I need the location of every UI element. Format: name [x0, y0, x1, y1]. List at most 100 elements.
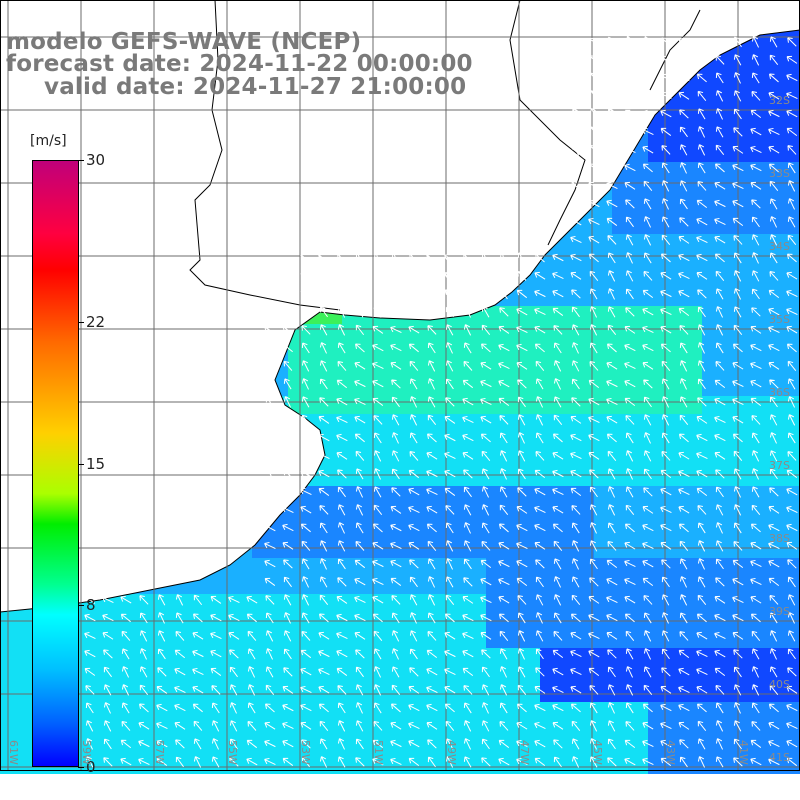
- wind-arrow: [661, 667, 671, 677]
- wind-arrow: [211, 720, 220, 732]
- wind-arrow: [661, 576, 670, 588]
- wind-arrow: [210, 595, 222, 604]
- speed-cell: [756, 666, 774, 684]
- speed-cell: [468, 756, 486, 774]
- wind-arrow: [516, 307, 528, 316]
- wind-arrow: [715, 469, 725, 479]
- speed-cell: [738, 234, 756, 252]
- speed-cell: [702, 684, 720, 702]
- wind-arrow: [390, 757, 402, 766]
- wind-arrow: [643, 73, 653, 83]
- wind-arrow: [390, 343, 402, 352]
- speed-cell: [450, 522, 468, 540]
- wind-arrow: [625, 666, 634, 678]
- wind-arrow: [498, 523, 509, 533]
- wind-arrow: [606, 343, 617, 353]
- wind-arrow: [553, 342, 562, 354]
- wind-arrow: [444, 271, 456, 280]
- wind-arrow: [444, 613, 455, 623]
- speed-cell: [90, 738, 108, 756]
- wind-arrow: [481, 541, 491, 551]
- wind-arrow: [265, 432, 273, 444]
- speed-cell: [504, 450, 522, 468]
- wind-arrow: [355, 522, 364, 534]
- speed-cell: [702, 540, 720, 558]
- wind-arrow: [337, 685, 347, 695]
- speed-cell: [18, 648, 36, 666]
- wind-arrow: [355, 649, 365, 659]
- wind-arrow: [733, 522, 742, 534]
- wind-arrow: [301, 414, 311, 426]
- wind-arrow: [283, 559, 293, 569]
- speed-cell: [774, 216, 792, 234]
- wind-arrow: [697, 378, 706, 390]
- wind-arrow: [516, 721, 528, 730]
- speed-cell: [792, 180, 800, 198]
- speed-cell: [756, 252, 774, 270]
- wind-arrow: [661, 414, 670, 426]
- speed-cell: [234, 702, 252, 720]
- speed-cell: [576, 756, 594, 774]
- colorbar-tick-mark: [78, 767, 84, 768]
- wind-arrow: [768, 109, 780, 118]
- wind-arrow: [643, 630, 652, 642]
- wind-arrow: [697, 162, 706, 174]
- wind-arrow: [696, 199, 708, 209]
- wind-arrow: [373, 288, 382, 300]
- wind-arrow: [409, 576, 418, 588]
- wind-arrow: [733, 235, 743, 245]
- speed-cell: [792, 558, 800, 576]
- speed-cell: [684, 378, 702, 396]
- wind-arrow: [768, 703, 779, 713]
- wind-arrow: [534, 343, 545, 353]
- wind-arrow: [642, 109, 654, 118]
- wind-arrow: [535, 432, 544, 444]
- longitude-label: 55W: [226, 740, 239, 765]
- wind-arrow: [679, 144, 688, 156]
- wind-arrow: [661, 451, 671, 461]
- speed-cell: [720, 108, 738, 126]
- wind-arrow: [642, 577, 654, 587]
- speed-cell: [576, 486, 594, 504]
- speed-cell: [342, 540, 360, 558]
- speed-cell: [576, 360, 594, 378]
- wind-arrow: [247, 702, 256, 714]
- wind-arrow: [319, 558, 328, 570]
- wind-arrow: [138, 721, 150, 730]
- wind-arrow: [697, 181, 707, 191]
- wind-arrow: [517, 487, 527, 497]
- wind-arrow: [336, 667, 348, 676]
- speed-cell: [108, 702, 126, 720]
- wind-arrow: [462, 379, 474, 389]
- wind-arrow: [589, 126, 598, 138]
- wind-arrow: [354, 577, 366, 586]
- wind-arrow: [714, 181, 726, 190]
- wind-arrow: [714, 163, 725, 173]
- speed-cell: [594, 738, 612, 756]
- wind-arrow: [643, 271, 653, 281]
- speed-cell: [522, 360, 540, 378]
- wind-arrow: [247, 684, 256, 696]
- wind-arrow: [445, 342, 453, 354]
- wind-arrow: [121, 648, 130, 660]
- speed-cell: [144, 648, 162, 666]
- wind-arrow: [678, 721, 690, 730]
- speed-cell: [522, 594, 540, 612]
- wind-arrow: [264, 325, 276, 334]
- speed-cell: [540, 414, 558, 432]
- wind-arrow: [282, 757, 294, 766]
- speed-cell: [738, 54, 756, 72]
- wind-arrow: [498, 577, 510, 586]
- wind-arrow: [535, 414, 544, 426]
- wind-arrow: [642, 739, 654, 748]
- wind-arrows: [84, 36, 798, 768]
- wind-arrow: [498, 361, 510, 369]
- wind-arrow: [427, 756, 436, 768]
- wind-arrow: [499, 648, 508, 660]
- speed-cell: [306, 540, 324, 558]
- wind-arrow: [624, 181, 636, 190]
- wind-arrow: [534, 289, 546, 298]
- speed-cell: [630, 630, 648, 648]
- wind-arrow: [426, 451, 438, 460]
- speed-cell: [720, 684, 738, 702]
